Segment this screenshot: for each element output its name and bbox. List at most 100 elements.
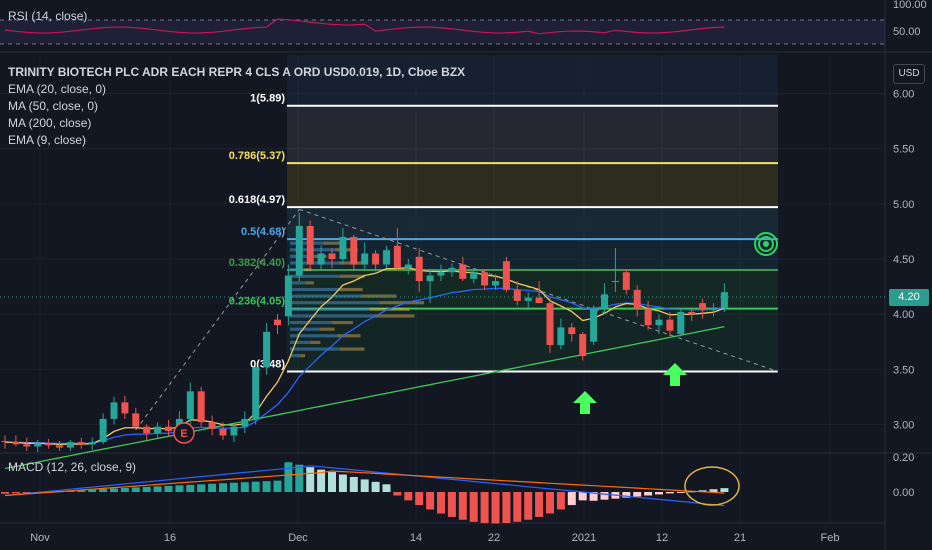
macd-histogram-bar (295, 464, 304, 492)
volume-profile-bar (305, 281, 314, 285)
candle-body (601, 294, 608, 309)
candle-body (557, 327, 565, 346)
macd-histogram-bar (437, 492, 445, 514)
price-tick-label: 5.00 (893, 199, 914, 211)
rsi-label: RSI (14, close) (8, 9, 88, 23)
price-tick-label: 3.00 (893, 419, 914, 431)
indicator-ma200[interactable]: MA (200, close) (8, 116, 92, 130)
macd-histogram-bar (219, 483, 227, 492)
rsi-tick-label: 50.00 (893, 26, 921, 38)
indicator-ema20[interactable]: EMA (20, close, 0) (8, 82, 107, 96)
macd-histogram-bar (676, 492, 685, 493)
volume-profile-bar (290, 347, 340, 351)
rsi-band (0, 20, 885, 44)
volume-profile-bar (290, 287, 339, 292)
macd-histogram-bar (600, 492, 609, 500)
candle-body (230, 426, 238, 436)
macd-histogram-bar (513, 492, 522, 522)
macd-histogram-bar (644, 492, 653, 496)
candle-body (328, 253, 336, 260)
macd-histogram-bar (622, 492, 631, 498)
trendline-up (135, 209, 300, 431)
macd-tick-label: 0.00 (893, 487, 914, 499)
candle-body (415, 256, 423, 282)
macd-histogram-bar (556, 492, 565, 510)
fib-level-label: 0.382(4.40) (229, 257, 286, 269)
macd-histogram-bar (240, 482, 249, 492)
candle-body (372, 253, 380, 265)
candle-body (219, 428, 227, 436)
buy-arrow-icon (573, 391, 597, 414)
time-tick-label: Nov (30, 532, 50, 544)
candle-body (284, 275, 292, 317)
macd-histogram-bar (469, 492, 478, 522)
fib-zone (287, 308, 778, 372)
macd-histogram-bar (99, 489, 108, 492)
time-tick-label: 16 (164, 532, 176, 544)
macd-histogram-bar (338, 474, 347, 492)
macd-histogram-bar (153, 486, 162, 492)
candle-body (186, 391, 194, 419)
macd-histogram-bar (404, 492, 413, 501)
time-tick-label: Dec (288, 532, 308, 544)
volume-profile-bar (290, 320, 332, 325)
candle-body (644, 308, 652, 326)
volume-profile-bar (290, 281, 306, 285)
candle-body (339, 236, 347, 260)
macd-histogram-bar (273, 480, 282, 492)
candle-body (263, 331, 271, 368)
candle-body (383, 250, 390, 265)
macd-histogram-bar (229, 482, 238, 492)
macd-histogram-bar (317, 469, 326, 492)
macd-histogram-bar (502, 492, 511, 524)
macd-histogram-bar (589, 492, 598, 501)
fib-zone (287, 239, 778, 271)
candle-body (252, 367, 260, 419)
candle-body (448, 267, 456, 273)
indicator-ma50[interactable]: MA (50, close, 0) (8, 99, 99, 113)
candle-body (502, 261, 510, 290)
candle-body (165, 426, 172, 432)
fib-level-label: 0.236(4.05) (229, 296, 286, 308)
volume-profile-bar (379, 301, 425, 305)
candle-body (655, 319, 663, 326)
candle-body (459, 264, 467, 279)
candle-body (622, 272, 630, 290)
candle-body (110, 402, 118, 419)
price-tick-label: 4.00 (893, 309, 914, 321)
macd-histogram-bar (567, 492, 576, 506)
macd-histogram-bar (415, 492, 424, 506)
candle-body (306, 225, 314, 265)
macd-histogram-bar (142, 486, 151, 492)
volume-profile-bar (338, 287, 363, 292)
volume-profile-bar (290, 340, 311, 345)
target-icon (754, 232, 778, 256)
indicator-ema9[interactable]: EMA (9, close) (8, 133, 87, 147)
symbol-title: TRINITY BIOTECH PLC ADR EACH REPR 4 CLS … (8, 65, 466, 79)
volume-profile-bar (290, 334, 338, 338)
candle-body (720, 292, 728, 308)
macd-histogram-bar (328, 472, 336, 492)
macd-histogram-bar (491, 492, 500, 524)
macd-histogram-bar (186, 484, 195, 492)
macd-histogram-bar (197, 484, 206, 492)
candle-body (633, 289, 641, 309)
volume-profile-bar (319, 327, 335, 331)
candle-body (132, 413, 140, 427)
macd-histogram-bar (524, 492, 533, 520)
macd-signal-line (4, 470, 725, 497)
macd-histogram-bar (447, 492, 456, 517)
candle-body (677, 311, 685, 335)
earnings-marker-label: E (180, 428, 187, 440)
candle-body (77, 442, 85, 445)
time-tick-label: 12 (656, 532, 668, 544)
candle-body (492, 281, 499, 286)
volume-profile-bar (304, 268, 312, 272)
macd-histogram-bar (175, 485, 184, 492)
macd-histogram-bar (306, 467, 315, 492)
chart-legend: TRINITY BIOTECH PLC ADR EACH REPR 4 CLS … (8, 64, 465, 149)
macd-histogram-bar (131, 487, 140, 492)
candle-body (350, 236, 358, 265)
currency-button[interactable]: USD (893, 64, 925, 84)
time-tick-label: 22 (488, 532, 500, 544)
